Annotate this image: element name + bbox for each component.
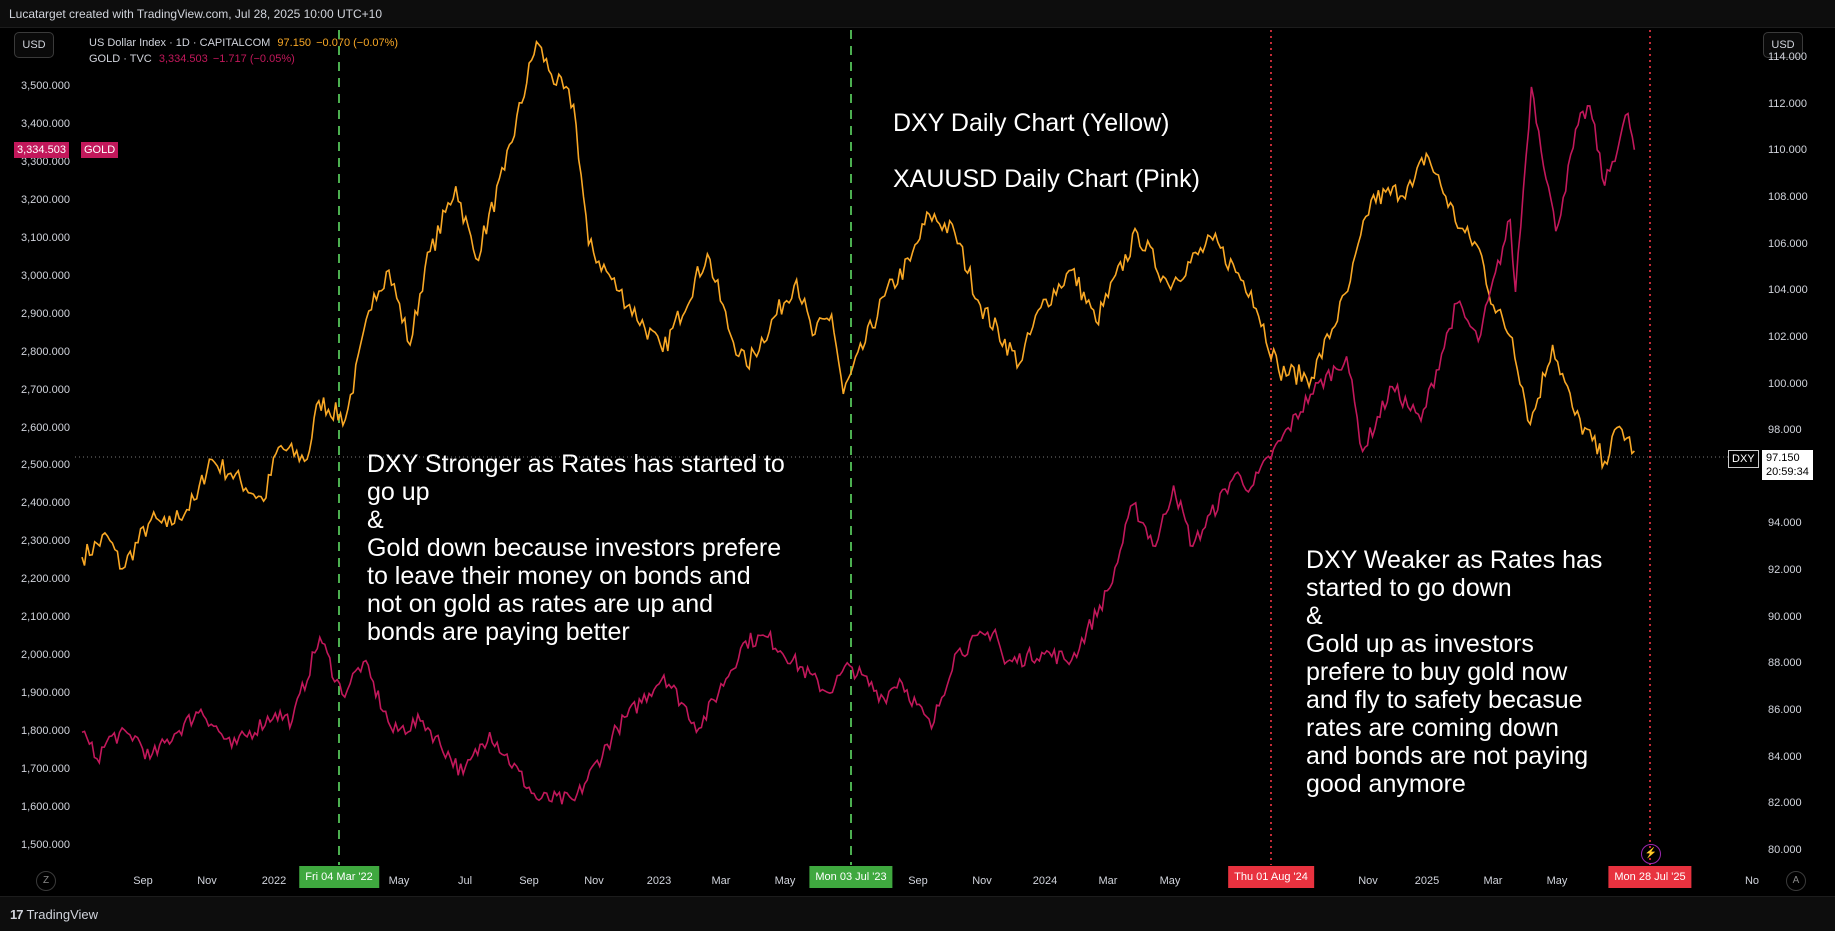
right-axis-tick-label: 94.000	[1768, 517, 1802, 530]
legend-change: −0.070 (−0.07%)	[316, 37, 399, 49]
right-axis-tick-label: 108.000	[1768, 190, 1808, 203]
time-axis-tick-label: May	[1159, 875, 1181, 887]
right-axis-tick-label: 102.000	[1768, 330, 1808, 343]
dxy-price-value: 97.150	[1766, 452, 1800, 464]
date-marker-badge: Thu 01 Aug '24	[1228, 866, 1314, 888]
time-axis-tick-label: Mar	[1098, 875, 1118, 887]
annotation-title-line1: DXY Daily Chart (Yellow)	[893, 109, 1170, 137]
lightning-icon[interactable]: ⚡	[1641, 844, 1661, 864]
legend-symbol: GOLD · TVC	[89, 53, 152, 65]
left-text-annotation: DXY Stronger as Rates has started to go …	[367, 450, 785, 646]
legend-change: −1.717 (−0.05%)	[212, 53, 295, 65]
legend-row-dxy[interactable]: US Dollar Index · 1D · CAPITALCOM 97.150…	[89, 35, 398, 51]
time-axis-tick-label: Sep	[133, 875, 153, 887]
right-axis-tick-label: 92.000	[1768, 564, 1802, 577]
left-axis-tick-label: 1,700.000	[21, 763, 70, 776]
left-axis-tick-label: 2,100.000	[21, 611, 70, 624]
right-axis-tick-label: 98.000	[1768, 424, 1802, 437]
legend-row-gold[interactable]: GOLD · TVC 3,334.503 −1.717 (−0.05%)	[89, 51, 398, 67]
time-axis-tick-label: May	[388, 875, 410, 887]
left-axis-tick-label: 3,300.000	[21, 155, 70, 168]
left-axis-tick-label: 3,400.000	[21, 117, 70, 130]
left-axis-tick-label: 3,100.000	[21, 231, 70, 244]
dxy-tag: DXY	[1732, 453, 1755, 465]
right-axis-tick-label: 90.000	[1768, 610, 1802, 623]
time-axis-tick-label: Nov	[197, 875, 217, 887]
time-axis-tick-label: Mar	[711, 875, 731, 887]
right-axis-tick-label: 112.000	[1768, 97, 1807, 110]
time-axis-tick-label: 2022	[261, 875, 287, 887]
left-axis-tick-label: 3,500.000	[21, 79, 70, 92]
left-axis-tick-label: 2,200.000	[21, 573, 70, 586]
chart-title-annotation: DXY Daily Chart (Yellow) XAUUSD Daily Ch…	[893, 81, 1200, 221]
annotation-title-line2: XAUUSD Daily Chart (Pink)	[893, 165, 1201, 193]
time-axis-tick-label: Nov	[972, 875, 992, 887]
gold-tag: GOLD	[84, 144, 116, 156]
left-axis-tick-label: 2,700.000	[21, 383, 70, 396]
gold-price-value: 3,334.503	[17, 144, 66, 156]
time-axis-tick-label: Mar	[1483, 875, 1503, 887]
dxy-series-line	[81, 39, 1635, 570]
right-axis-tick-label: 86.000	[1768, 704, 1802, 717]
left-axis-tick-label: 1,600.000	[21, 801, 70, 814]
gold-series-line	[81, 86, 1636, 805]
legend-symbol: US Dollar Index · 1D · CAPITALCOM	[89, 37, 271, 49]
tradingview-logo[interactable]: 17 TradingView	[10, 907, 98, 922]
left-currency-button[interactable]: USD	[14, 32, 54, 58]
time-axis-tick-label: 2023	[646, 875, 672, 887]
legend-price: 3,334.503	[158, 53, 208, 65]
time-axis-tick-label: No	[1744, 875, 1760, 887]
gold-price-badge: 3,334.503	[14, 142, 69, 158]
dxy-price-badge: 97.150 20:59:34	[1762, 450, 1813, 480]
right-text-annotation: DXY Weaker as Rates has started to go do…	[1306, 546, 1603, 798]
footer-brand: TradingView	[26, 907, 99, 922]
left-axis-tick-label: 3,200.000	[21, 193, 70, 206]
left-axis-tick-label: 2,300.000	[21, 535, 70, 548]
time-axis-tick-label: Nov	[584, 875, 604, 887]
right-axis-tick-label: 114.000	[1768, 50, 1807, 63]
gold-tag-badge: GOLD	[81, 142, 119, 158]
left-axis-tick-label: 1,500.000	[21, 839, 70, 852]
left-axis-tick-label: 2,000.000	[21, 649, 70, 662]
left-axis-tick-label: 2,800.000	[21, 345, 70, 358]
date-marker-badge: Mon 28 Jul '25	[1608, 866, 1692, 888]
left-axis-tick-label: 2,600.000	[21, 421, 70, 434]
date-marker-badge: Mon 03 Jul '23	[809, 866, 893, 888]
left-axis-tick-label: 2,400.000	[21, 497, 70, 510]
time-axis-tick-label: 2025	[1414, 875, 1440, 887]
time-axis-tick-label: May	[774, 875, 796, 887]
dxy-tag-badge: DXY	[1728, 450, 1759, 468]
scroll-left-button[interactable]: Z	[36, 871, 56, 891]
date-marker-badge: Fri 04 Mar '22	[299, 866, 379, 888]
right-axis-tick-label: 104.000	[1768, 284, 1808, 297]
right-axis-tick-label: 106.000	[1768, 237, 1808, 250]
dxy-countdown: 20:59:34	[1766, 466, 1809, 478]
header-title: Lucatarget created with TradingView.com,…	[9, 7, 383, 21]
footer-bar: 17 TradingView	[0, 896, 1835, 931]
time-axis-tick-label: Sep	[908, 875, 928, 887]
time-axis-tick-label: Sep	[519, 875, 539, 887]
series-legend: US Dollar Index · 1D · CAPITALCOM 97.150…	[89, 35, 398, 67]
right-axis-tick-label: 80.000	[1768, 844, 1802, 856]
legend-price: 97.150	[277, 37, 312, 49]
watermark-header: Lucatarget created with TradingView.com,…	[0, 0, 1835, 28]
left-axis-tick-label: 1,900.000	[21, 687, 70, 700]
right-axis-tick-label: 100.000	[1768, 377, 1808, 390]
auto-scale-button[interactable]: A	[1786, 871, 1806, 891]
right-currency-button[interactable]: USD	[1763, 32, 1803, 58]
time-axis-tick-label: Jul	[457, 875, 473, 887]
left-axis-tick-label: 3,000.000	[21, 269, 70, 282]
right-axis-tick-label: 82.000	[1768, 797, 1802, 810]
time-axis-tick-label: 2024	[1032, 875, 1058, 887]
tradingview-logo-icon: 17	[10, 907, 24, 922]
left-axis-tick-label: 1,800.000	[21, 725, 70, 738]
right-axis-tick-label: 88.000	[1768, 657, 1802, 670]
time-axis-tick-label: Nov	[1358, 875, 1378, 887]
right-axis-tick-label: 110.000	[1768, 144, 1807, 157]
left-axis-tick-label: 2,500.000	[21, 459, 70, 472]
time-axis-tick-label: May	[1546, 875, 1568, 887]
left-axis-tick-label: 2,900.000	[21, 307, 70, 320]
right-axis-tick-label: 84.000	[1768, 750, 1802, 763]
